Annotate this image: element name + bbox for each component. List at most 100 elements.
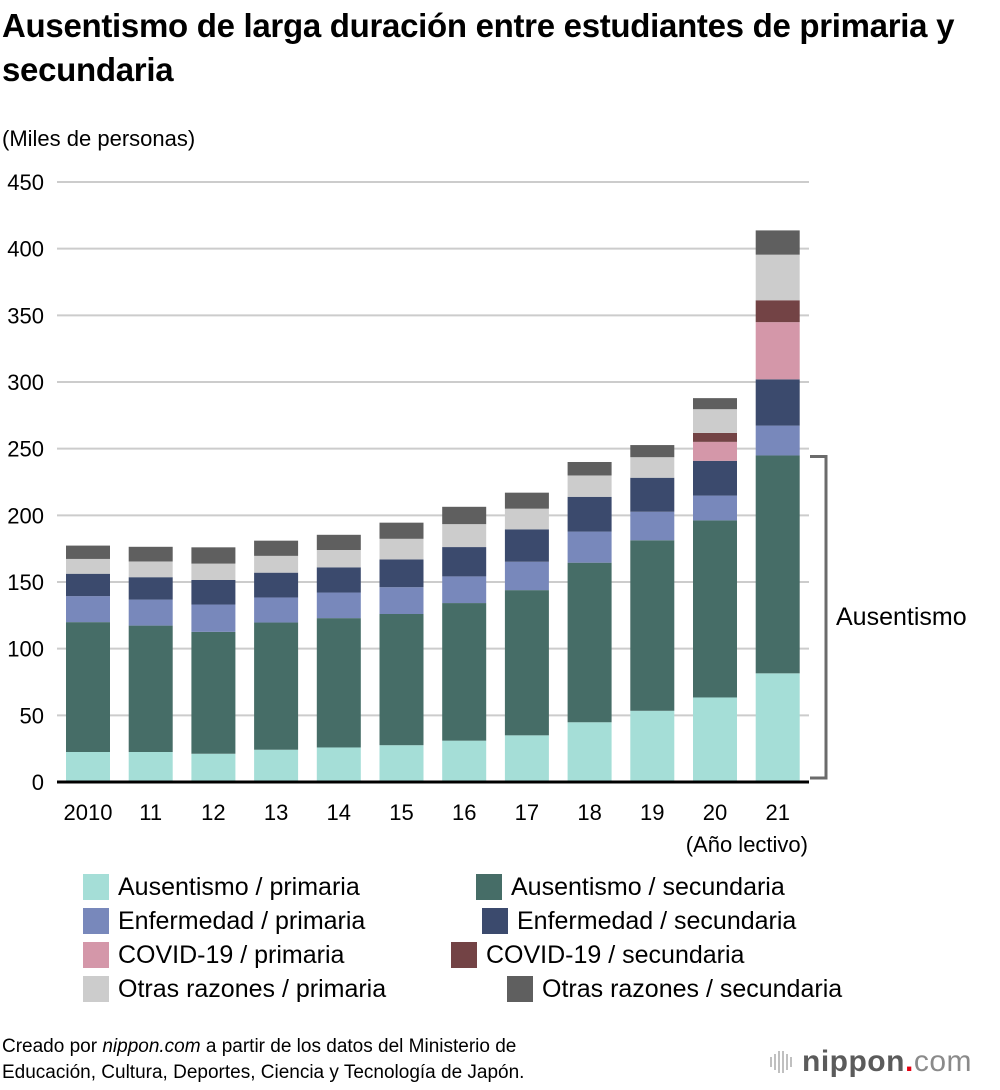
- bar-stack: [567, 462, 612, 782]
- legend-item: Otras razones / primaria: [83, 974, 386, 1004]
- bar-segment: [128, 599, 173, 626]
- bar-segment: [316, 618, 361, 748]
- bar-segment: [630, 511, 675, 541]
- y-tick-label: 250: [7, 437, 44, 462]
- bar-segment: [191, 753, 236, 782]
- legend-swatch: [83, 976, 109, 1002]
- x-tick-label: 21: [765, 800, 789, 825]
- bar-segment: [693, 432, 737, 442]
- legend-swatch: [507, 976, 533, 1002]
- bar-segment: [504, 590, 549, 736]
- bar-segment: [191, 580, 236, 605]
- bar-segment: [630, 710, 675, 782]
- bar-segment: [316, 567, 361, 593]
- bar-segment: [755, 425, 800, 456]
- bar-segment: [567, 722, 612, 782]
- x-tick-label: 14: [327, 800, 351, 825]
- bar-segment: [254, 749, 299, 782]
- bar-stack: [693, 398, 737, 782]
- legend-label: Enfermedad / primaria: [118, 906, 366, 935]
- bar-segment: [191, 631, 236, 754]
- bar-segment: [630, 445, 675, 458]
- bar-segment: [442, 603, 487, 741]
- legend: Ausentismo / primaria Ausentismo / secund…: [0, 872, 1000, 1012]
- bars: [66, 230, 800, 782]
- x-tick-label: 15: [389, 800, 413, 825]
- x-tick-label: 18: [577, 800, 601, 825]
- bar-segment: [316, 747, 361, 782]
- bar-segment: [693, 495, 737, 521]
- bar-segment: [693, 460, 737, 496]
- chart-title: Ausentismo de larga duración entre estud…: [2, 7, 955, 88]
- x-tick-label: 16: [452, 800, 476, 825]
- bar-segment: [191, 563, 236, 580]
- bar-stack: [128, 546, 173, 782]
- legend-swatch: [83, 908, 109, 934]
- bar-segment: [191, 604, 236, 632]
- bar-segment: [379, 538, 424, 560]
- y-tick-label: 50: [20, 703, 44, 728]
- bar-segment: [254, 540, 299, 556]
- bar-segment: [567, 462, 612, 476]
- bar-segment: [128, 752, 173, 782]
- legend-item: Ausentismo / secundaria: [476, 872, 785, 902]
- bar-stack: [66, 545, 110, 782]
- logo-tld: com: [913, 1045, 972, 1078]
- bar-segment: [316, 534, 361, 550]
- bar-segment: [379, 587, 424, 614]
- bar-segment: [128, 546, 173, 562]
- bar-segment: [128, 625, 173, 752]
- bar-segment: [379, 745, 424, 782]
- legend-swatch: [476, 874, 502, 900]
- legend-label: Ausentismo / secundaria: [511, 872, 785, 901]
- bar-stack: [379, 522, 424, 782]
- bar-segment: [630, 477, 675, 512]
- bar-segment: [379, 614, 424, 746]
- bar-segment: [567, 562, 612, 723]
- bar-segment: [254, 572, 299, 598]
- y-tick-label: 100: [7, 637, 44, 662]
- legend-swatch: [83, 942, 109, 968]
- bar-segment: [504, 529, 549, 562]
- bar-segment: [442, 740, 487, 782]
- bar-segment: [693, 697, 737, 782]
- bar-segment: [755, 254, 800, 301]
- legend-swatch: [83, 874, 109, 900]
- bar-segment: [693, 520, 737, 698]
- x-tick-label: 13: [264, 800, 288, 825]
- bar-segment: [254, 555, 299, 573]
- bar-segment: [379, 522, 424, 539]
- logo-bars-icon: [770, 1051, 794, 1073]
- legend-label: Ausentismo / primaria: [118, 872, 360, 901]
- bar-segment: [66, 622, 110, 752]
- legend-item: Enfermedad / primaria: [83, 906, 365, 936]
- gridlines: [57, 181, 809, 717]
- bar-stack: [191, 547, 236, 782]
- logo-brand: nippon: [802, 1045, 905, 1078]
- ausentismo-bracket: [810, 454, 828, 780]
- bar-stack: [316, 534, 361, 782]
- legend-item: Ausentismo / primaria: [83, 872, 360, 902]
- bar-segment: [504, 508, 549, 530]
- legend-item: COVID-19 / primaria: [83, 940, 344, 970]
- bar-stack: [755, 230, 800, 782]
- bar-segment: [254, 597, 299, 623]
- bar-segment: [316, 550, 361, 568]
- x-tick-label: 19: [640, 800, 664, 825]
- bar-segment: [567, 531, 612, 563]
- x-axis-ticks: 2010 11 12 13 14 15 16 17 18 19 20 21: [64, 800, 790, 825]
- bar-segment: [755, 300, 800, 323]
- legend-label: Otras razones / primaria: [118, 974, 387, 1003]
- bar-stack: [442, 506, 487, 782]
- x-tick-label: 12: [201, 800, 225, 825]
- bar-segment: [66, 558, 110, 574]
- bar-segment: [755, 322, 800, 380]
- legend-swatch: [482, 908, 508, 934]
- bar-segment: [128, 577, 173, 600]
- bar-segment: [442, 547, 487, 577]
- bar-segment: [128, 561, 173, 578]
- legend-label: Otras razones / secundaria: [542, 974, 843, 1003]
- bar-stack: [504, 492, 549, 782]
- y-axis-unit-label: (Miles de personas): [2, 126, 196, 151]
- y-tick-label: 350: [7, 303, 44, 328]
